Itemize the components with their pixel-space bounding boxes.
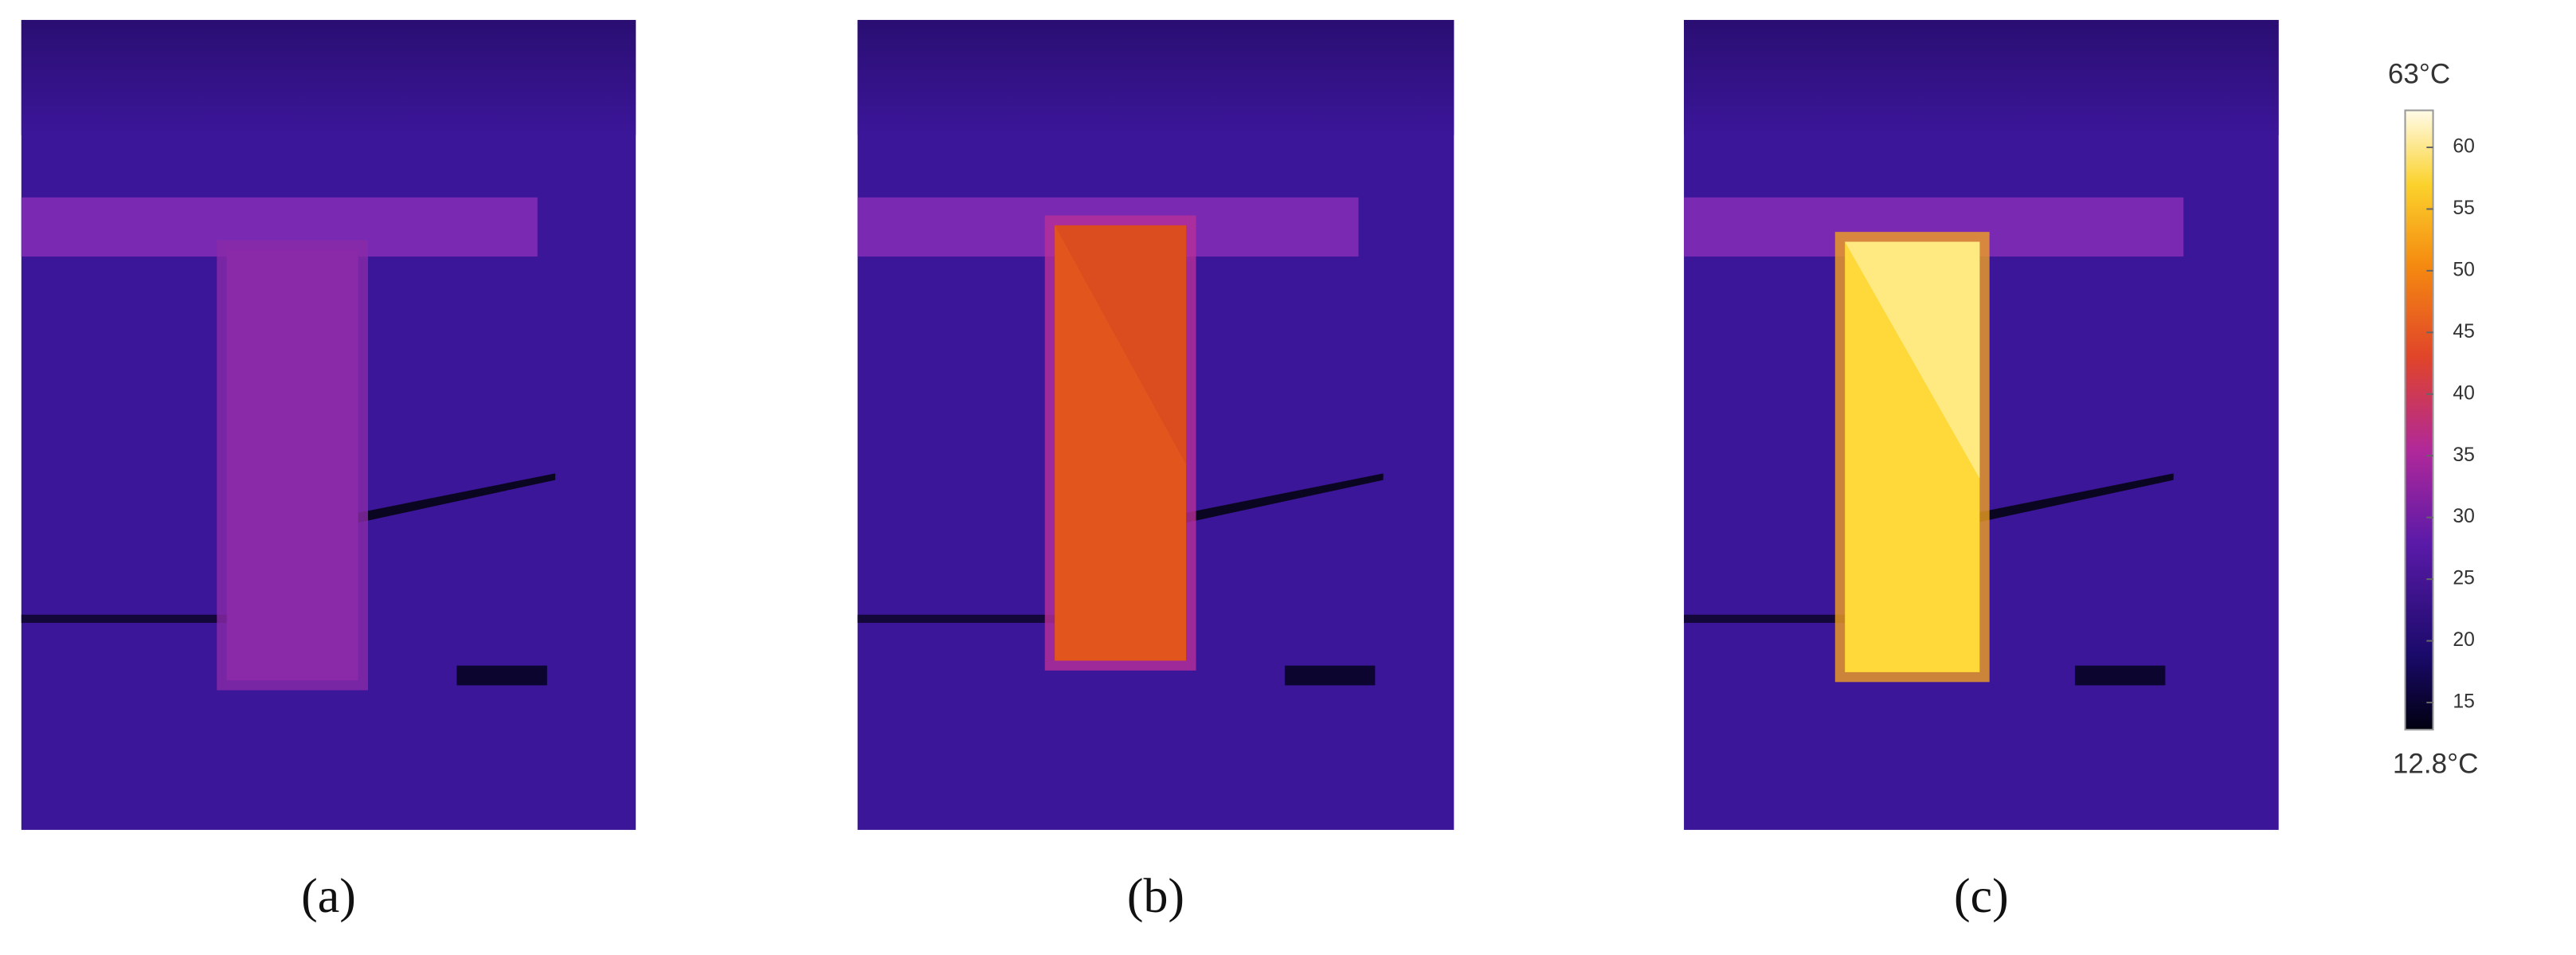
thermal-image <box>857 20 1454 830</box>
tick-label: 15 <box>2453 691 2475 713</box>
floor-line <box>857 614 1071 624</box>
column <box>226 249 358 681</box>
colorbar: 15 20 25 30 35 40 45 50 55 60 63°C 12.8°C <box>2388 58 2479 779</box>
thermal-image <box>1684 20 2279 830</box>
tick-label: 45 <box>2453 321 2475 342</box>
floor-line <box>21 614 244 624</box>
floor-shadow <box>2074 665 2166 686</box>
panel-label: (c) <box>1954 869 2009 923</box>
tick-label: 50 <box>2453 259 2475 280</box>
column-shade <box>1055 225 1187 465</box>
colorbar-gradient <box>2404 109 2434 731</box>
floor-line <box>1684 614 1862 624</box>
tick-label: 55 <box>2453 198 2475 219</box>
tick-label: 30 <box>2453 506 2475 527</box>
rod <box>358 473 556 523</box>
tick-label: 25 <box>2453 568 2475 589</box>
max-label: 63°C <box>2388 58 2450 89</box>
ceiling <box>1684 20 2279 135</box>
ceiling <box>21 20 636 135</box>
min-label: 12.8°C <box>2393 749 2479 780</box>
tick-label: 35 <box>2453 444 2475 466</box>
tick-label: 40 <box>2453 382 2475 404</box>
rod <box>1976 473 2174 523</box>
floor-shadow <box>456 665 547 686</box>
tick-label: 20 <box>2453 629 2475 651</box>
thermal-image <box>21 20 636 830</box>
rod <box>1186 473 1384 523</box>
panel-label: (b) <box>1127 869 1184 923</box>
panels <box>21 20 2279 830</box>
ceiling <box>857 20 1454 135</box>
panel-label: (a) <box>301 869 356 923</box>
tick-label: 60 <box>2453 136 2475 158</box>
floor-shadow <box>1284 665 1376 686</box>
